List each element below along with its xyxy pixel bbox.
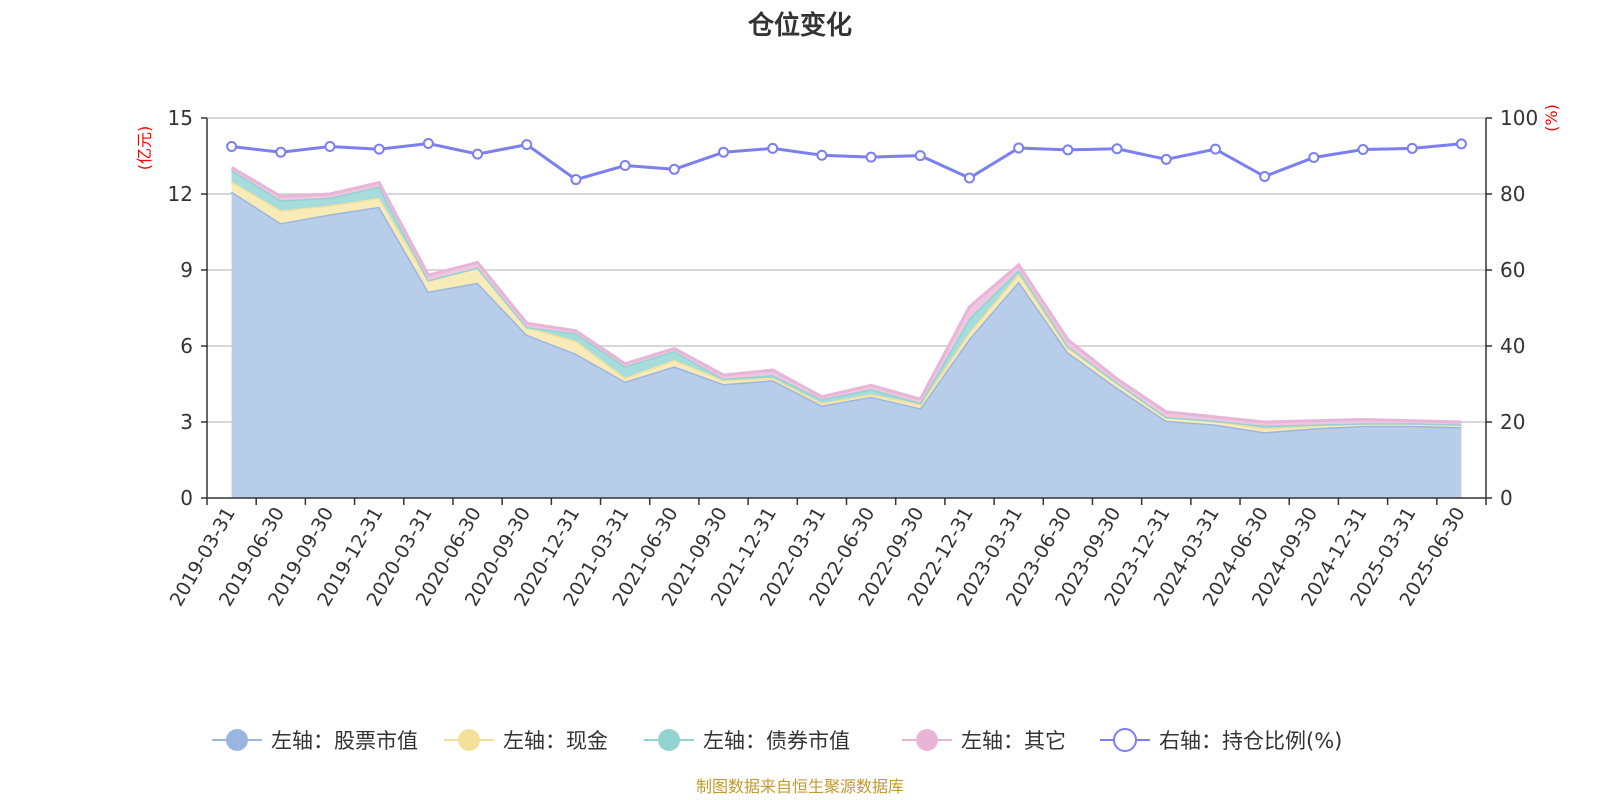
left-tick-label-0: 0	[180, 486, 193, 510]
ratio-point-1	[275, 146, 287, 158]
ratio-point-7	[570, 174, 582, 186]
area-series-1	[231, 181, 1462, 433]
left-axis-unit: (亿元)	[135, 126, 154, 171]
ratio-point-24	[1406, 142, 1418, 154]
legend-marker-4	[1113, 728, 1137, 752]
legend-label-4: 右轴：持仓比例(%)	[1159, 729, 1342, 753]
left-tick-label-3: 9	[180, 258, 193, 282]
legend-marker-2	[658, 729, 680, 751]
position-ratio-line	[226, 137, 1467, 186]
ratio-point-15	[963, 172, 975, 184]
ratio-point-3	[373, 143, 385, 155]
ratio-point-16	[1013, 142, 1025, 154]
ratio-point-18	[1111, 143, 1123, 155]
legend-item-3[interactable]: 左轴：其它	[902, 729, 1066, 753]
ratio-point-13	[865, 151, 877, 163]
right-tick-label-0: 0	[1500, 486, 1513, 510]
ratio-point-20	[1209, 143, 1221, 155]
legend-item-1[interactable]: 左轴：现金	[444, 729, 608, 753]
ratio-point-22	[1308, 152, 1320, 164]
ratio-point-21	[1259, 171, 1271, 183]
right-tick-label-2: 40	[1500, 334, 1525, 358]
ratio-point-23	[1357, 144, 1369, 156]
left-tick-label-5: 15	[168, 106, 193, 130]
right-tick-label-4: 80	[1500, 182, 1525, 206]
legend-label-0: 左轴：股票市值	[271, 729, 418, 753]
left-tick-label-4: 12	[168, 182, 193, 206]
ratio-point-6	[521, 139, 533, 151]
ratio-point-11	[767, 142, 779, 154]
ratio-point-9	[668, 163, 680, 175]
chart-title: 仓位变化	[747, 10, 852, 41]
ratio-line-path	[231, 141, 1462, 182]
legend-label-2: 左轴：债券市值	[703, 729, 850, 753]
area-series-2	[231, 169, 1462, 429]
ratio-point-0	[226, 141, 238, 152]
ratio-point-17	[1062, 144, 1074, 156]
ratio-point-12	[816, 149, 828, 161]
stacked-areas	[230, 166, 1462, 498]
area-edge-series-3	[230, 166, 1462, 424]
ratio-point-8	[619, 160, 631, 171]
area-series-0	[231, 191, 1462, 498]
ratio-point-10	[718, 146, 730, 158]
legend-marker-1	[458, 729, 480, 751]
legend-marker-0	[226, 729, 248, 751]
ratio-point-2	[324, 141, 336, 152]
right-tick-label-1: 20	[1500, 410, 1525, 434]
right-axis-unit: (%)	[1542, 104, 1561, 132]
source-note: 制图数据来自恒生聚源数据库	[696, 777, 904, 796]
legend-item-2[interactable]: 左轴：债券市值	[644, 729, 850, 753]
legend: 左轴：股票市值 左轴：现金 左轴：债券市值 左轴：其它 右轴：持仓比例(%)	[212, 728, 1342, 753]
ratio-point-14	[914, 150, 926, 162]
legend-item-4[interactable]: 右轴：持仓比例(%)	[1100, 728, 1342, 753]
right-tick-label-5: 100	[1500, 106, 1538, 130]
left-tick-label-1: 3	[180, 410, 193, 434]
ratio-point-5	[472, 148, 484, 160]
ratio-point-19	[1160, 153, 1172, 165]
legend-item-0[interactable]: 左轴：股票市值	[212, 729, 418, 753]
ratio-point-25	[1455, 138, 1467, 150]
right-tick-label-3: 60	[1500, 258, 1525, 282]
legend-marker-3	[916, 729, 938, 751]
legend-label-3: 左轴：其它	[961, 729, 1066, 753]
left-tick-label-2: 6	[180, 334, 193, 358]
legend-label-1: 左轴：现金	[503, 729, 608, 753]
ratio-point-4	[422, 137, 434, 149]
